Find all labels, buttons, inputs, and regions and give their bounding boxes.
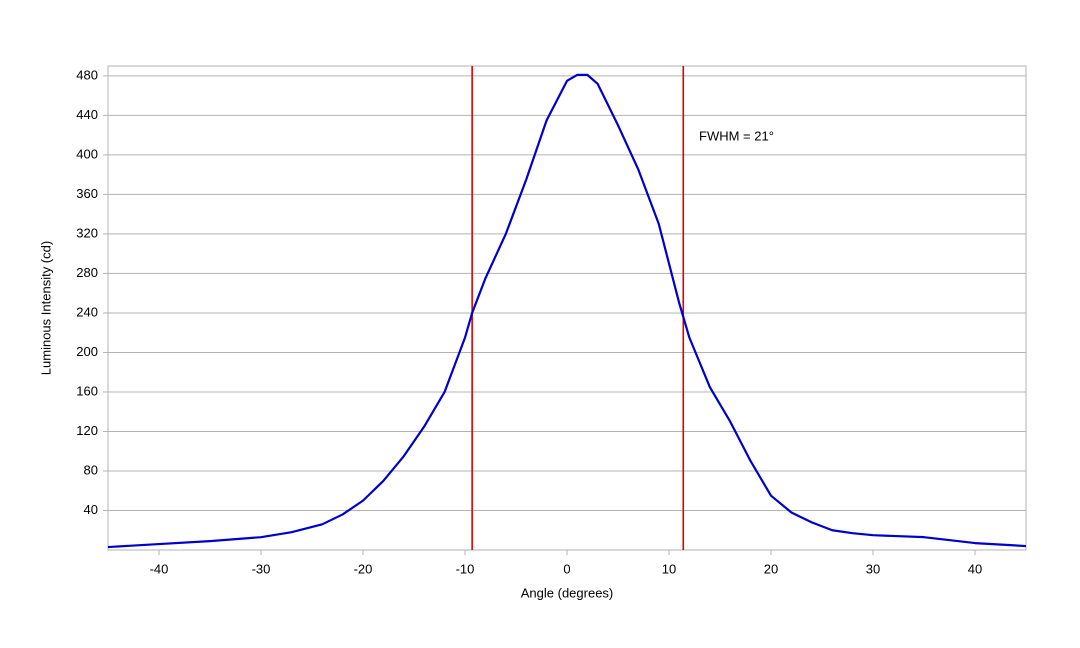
x-tick-label: 20 (764, 561, 778, 576)
data-line (107, 73, 1027, 549)
annotation: FWHM = 21° (699, 128, 774, 143)
x-tick-label: 10 (662, 561, 676, 576)
y-axis-label: Luminous Intensity (cd) (38, 241, 53, 375)
x-tick-label: -10 (456, 561, 475, 576)
y-tick-label: 440 (76, 107, 98, 122)
x-tick-label: 30 (866, 561, 880, 576)
plot-frame (107, 65, 1027, 551)
y-tick-label: 200 (76, 344, 98, 359)
x-axis-label: Angle (degrees) (521, 585, 614, 600)
y-tick-label: 360 (76, 186, 98, 201)
x-tick-label: -20 (354, 561, 373, 576)
y-tick-label: 240 (76, 304, 98, 319)
y-tick-label: 80 (84, 462, 98, 477)
x-tick-label: -40 (150, 561, 169, 576)
y-tick-label: 280 (76, 265, 98, 280)
y-tick-label: 480 (76, 67, 98, 82)
x-tick-label: 40 (968, 561, 982, 576)
y-tick-label: 160 (76, 383, 98, 398)
y-tick-label: 320 (76, 225, 98, 240)
y-tick-label: 40 (84, 502, 98, 517)
x-tick-label: 0 (563, 561, 570, 576)
x-tick-label: -30 (252, 561, 271, 576)
y-tick-label: 400 (76, 146, 98, 161)
y-tick-label: 120 (76, 423, 98, 438)
